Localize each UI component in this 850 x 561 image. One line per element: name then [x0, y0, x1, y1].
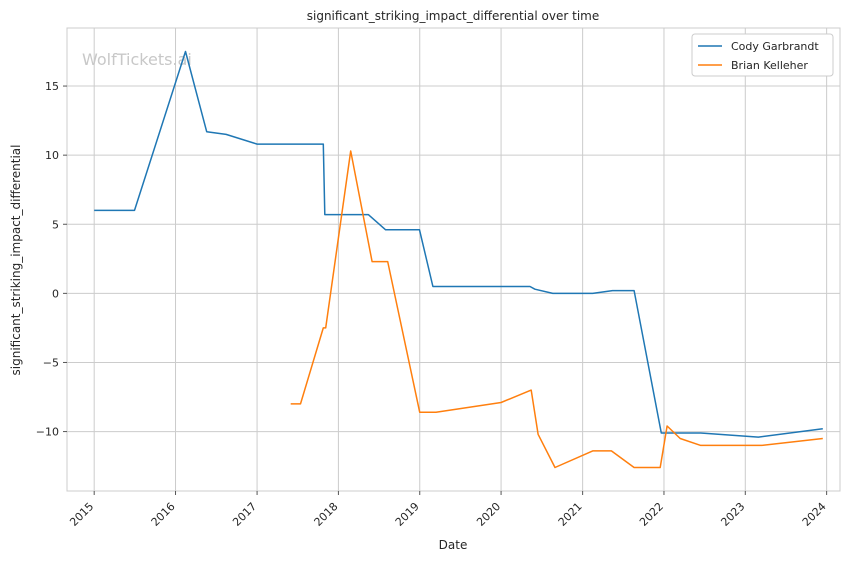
- x-tick-label: 2017: [230, 500, 259, 529]
- x-axis-ticks: 2015 2016 2017 2018 2019 2020 2021 2022 2023 2024: [67, 491, 829, 529]
- x-tick-label: 2016: [149, 500, 178, 529]
- legend: Cody Garbrandt Brian Kelleher: [691, 33, 834, 77]
- y-tick-label: −10: [36, 426, 59, 439]
- series-line-brian-kelleher: [290, 150, 823, 469]
- x-tick-label: 2022: [637, 500, 666, 529]
- legend-box: [691, 33, 834, 77]
- legend-label-cody-garbrandt: Cody Garbrandt: [731, 40, 819, 53]
- x-tick-label: 2019: [393, 500, 422, 529]
- series-line-cody-garbrandt: [94, 50, 823, 438]
- chart-title: significant_striking_impact_differential…: [307, 9, 599, 23]
- y-axis-ticks: −10 −5 0 5 10 15: [36, 80, 67, 439]
- x-axis-label: Date: [439, 538, 468, 552]
- x-tick-label: 2021: [556, 500, 585, 529]
- x-tick-label: 2018: [312, 500, 341, 529]
- y-tick-label: 0: [52, 287, 59, 300]
- grid-lines: [67, 28, 840, 491]
- y-tick-label: 5: [52, 218, 59, 231]
- x-tick-label: 2024: [800, 500, 829, 529]
- y-axis-label: significant_striking_impact_differential: [9, 145, 23, 376]
- series-layer: [94, 50, 823, 469]
- watermark-text: WolfTickets.ai: [82, 50, 192, 69]
- plot-area: [66, 27, 841, 492]
- y-tick-label: −5: [43, 356, 59, 369]
- x-tick-label: 2023: [718, 500, 747, 529]
- x-tick-label: 2020: [474, 500, 503, 529]
- legend-label-brian-kelleher: Brian Kelleher: [731, 59, 808, 72]
- y-tick-label: 15: [45, 80, 59, 93]
- y-tick-label: 10: [45, 149, 59, 162]
- x-tick-label: 2015: [67, 500, 96, 529]
